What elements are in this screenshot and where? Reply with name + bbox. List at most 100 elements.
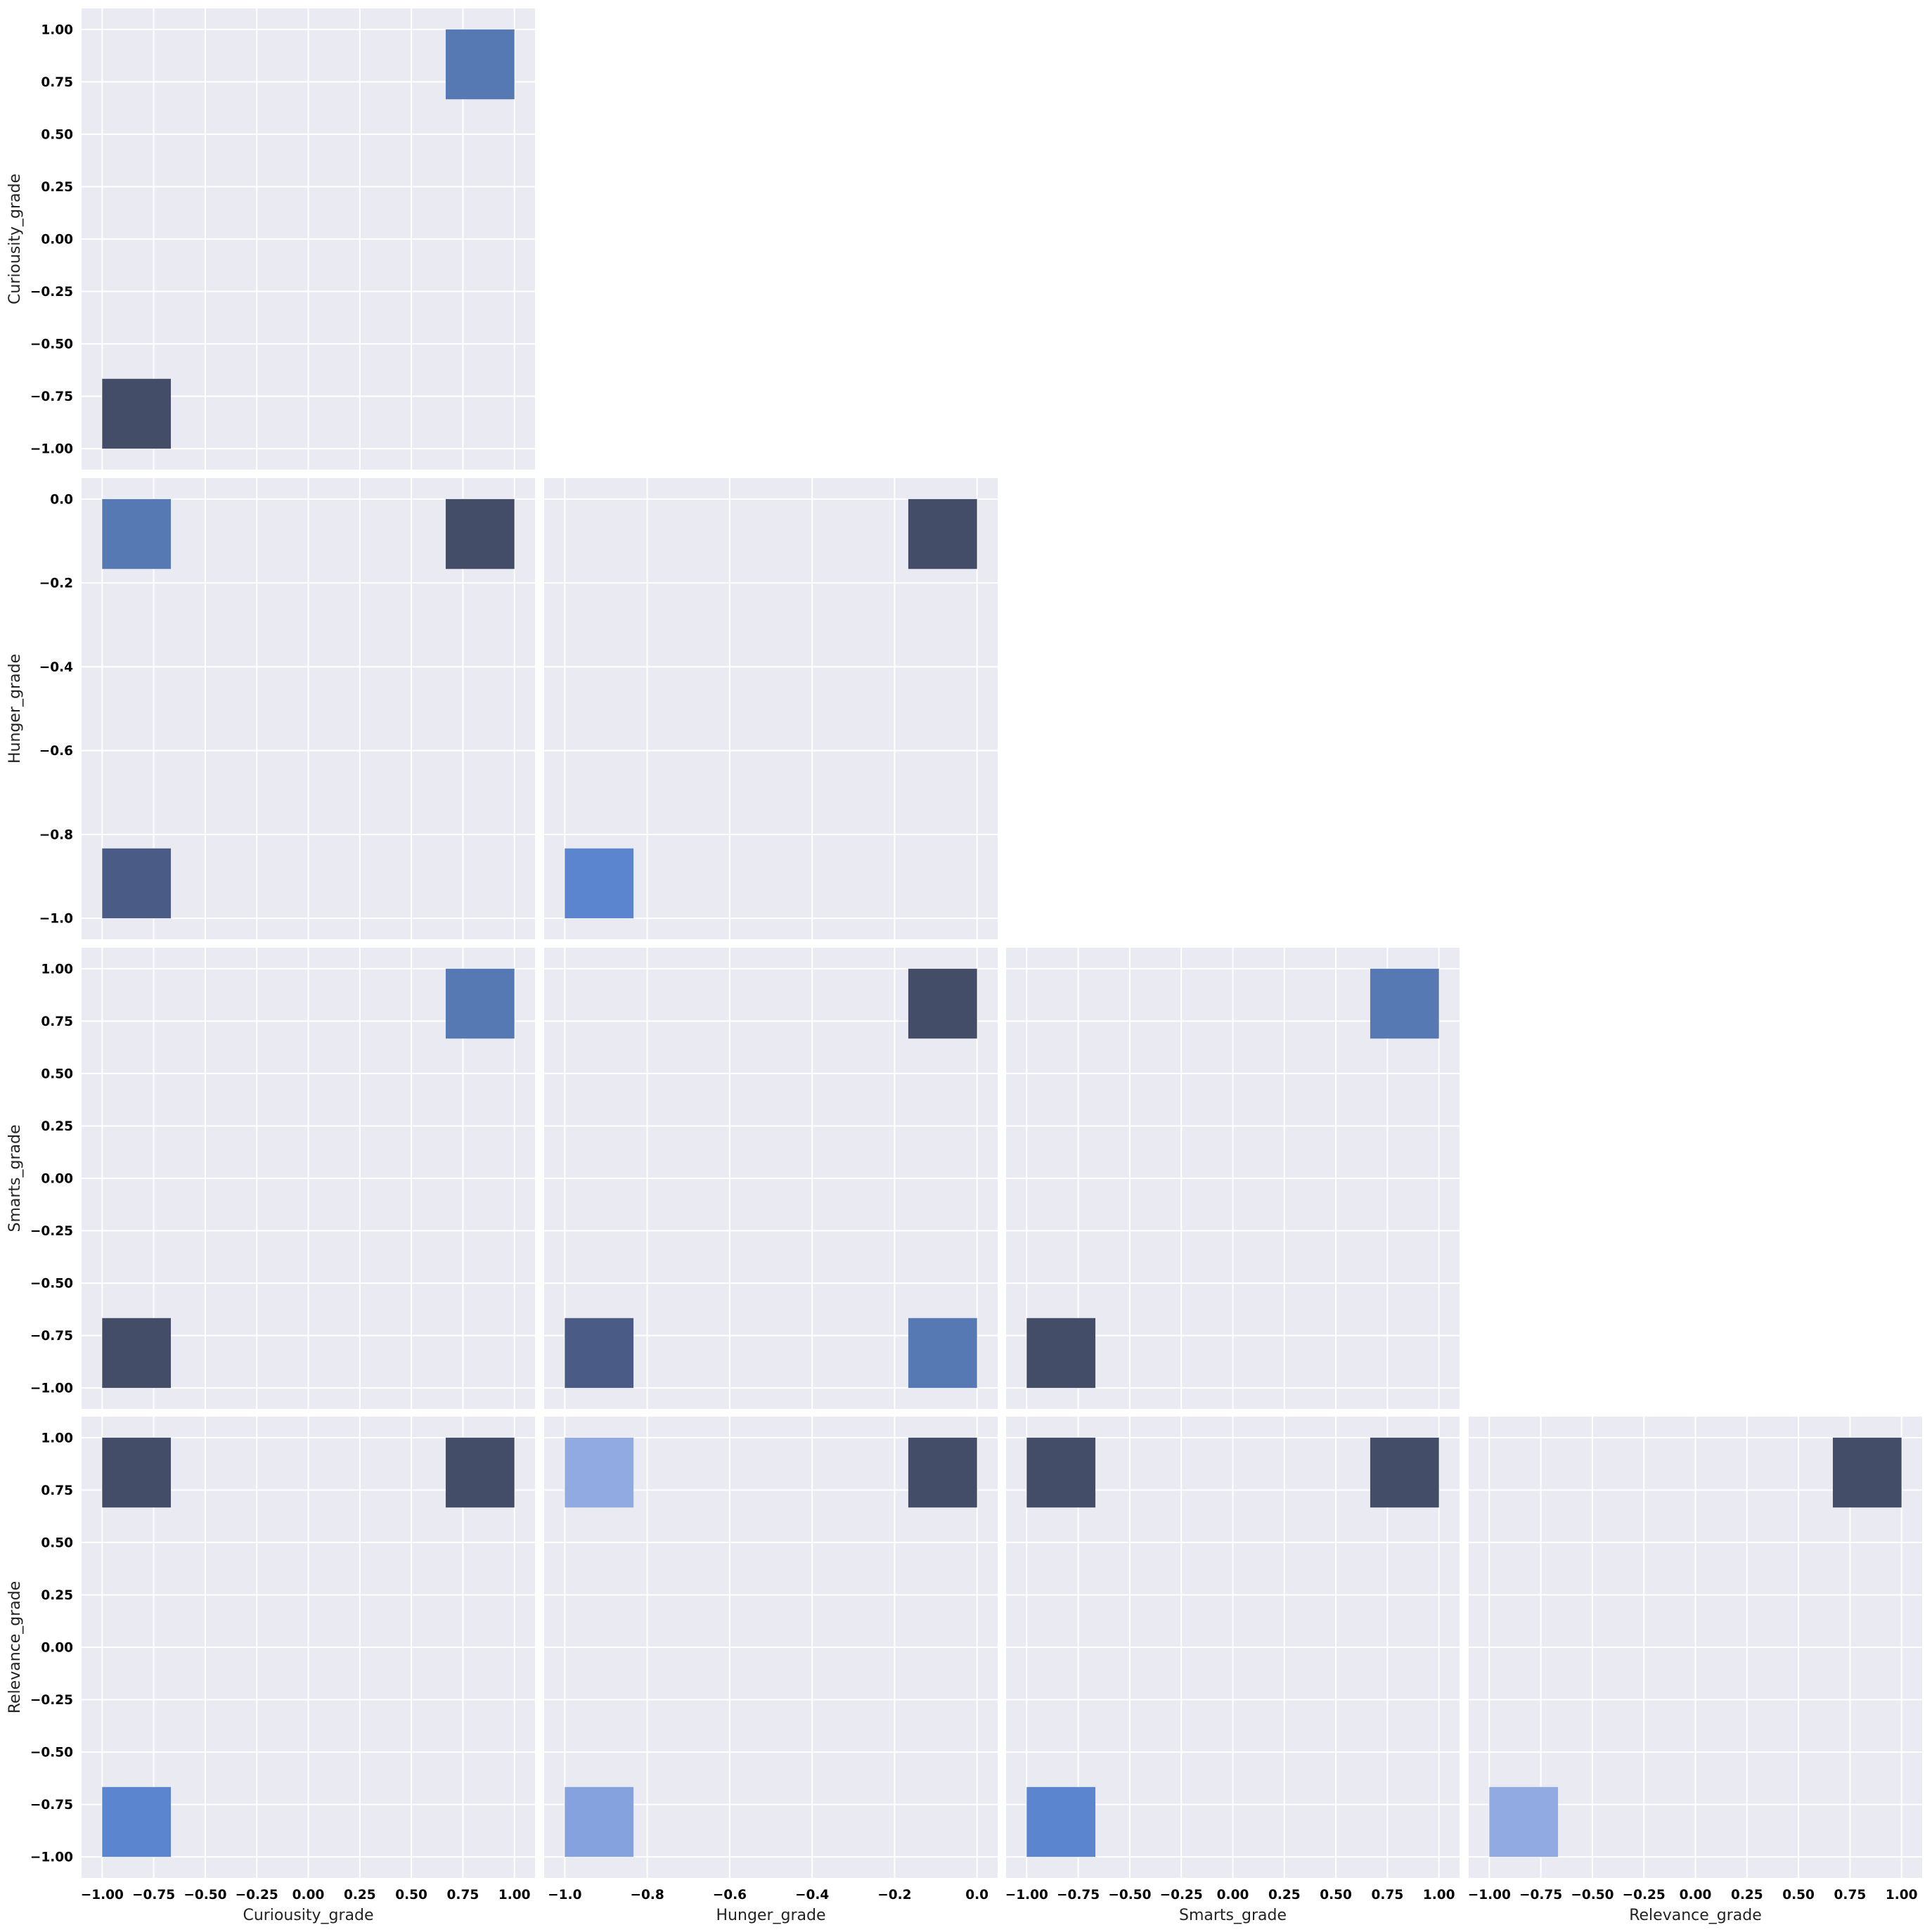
y-tick-label: 0.25 (41, 1119, 73, 1134)
y-tick-label: 1.00 (41, 962, 73, 977)
y-tick-label: 0.75 (41, 1015, 73, 1029)
x-tick-label: 0.0 (965, 1888, 988, 1902)
y-tick-label: 1.00 (41, 22, 73, 37)
y-tick-label: −1.0 (39, 912, 73, 927)
y-axis-label: Smarts_grade (6, 1124, 24, 1232)
x-tick-label: 0.50 (1782, 1888, 1815, 1902)
hist-cell (1832, 1437, 1902, 1508)
y-tick-label: −0.4 (39, 660, 73, 675)
y-tick-label: 0.00 (41, 233, 73, 247)
x-tick-label: −1.00 (1468, 1888, 1511, 1902)
x-tick-label: −0.2 (877, 1888, 911, 1902)
y-tick-label: 0.75 (41, 1483, 73, 1498)
x-tick-label: −1.00 (81, 1888, 124, 1902)
x-tick-label: 0.75 (1834, 1888, 1867, 1902)
y-tick-label: −0.25 (30, 1693, 73, 1708)
hist-cell (102, 378, 172, 449)
hist-cell (1026, 1786, 1096, 1857)
x-tick-label: 0.75 (1372, 1888, 1404, 1902)
panel-hunger-grade-vs-hunger-grade (544, 478, 998, 939)
hist-cell (102, 1318, 172, 1389)
x-tick-label: −0.75 (1057, 1888, 1100, 1902)
panel-smarts-grade-vs-hunger-grade (544, 948, 998, 1409)
y-tick-label: 0.25 (41, 180, 73, 195)
y-tick-label: −0.8 (39, 827, 73, 842)
y-tick-label: 0.50 (41, 1067, 73, 1081)
x-tick-label: 1.00 (1886, 1888, 1918, 1902)
y-tick-label: −0.50 (30, 337, 73, 352)
y-tick-label: 0.00 (41, 1172, 73, 1187)
hist-cell (1370, 1437, 1439, 1508)
panel-relevance-grade-vs-smarts-grade: −1.00 −0.75 −0.50 −0.25 0.00 0.25 0.50 0.75 1.00… (1005, 1417, 1460, 1924)
y-tick-label: −0.25 (30, 285, 73, 300)
x-tick-label: −0.25 (236, 1888, 278, 1902)
y-tick-label: −0.75 (30, 1798, 73, 1812)
panel-hunger-grade-vs-curiousity-grade: −1.0 −0.8 −0.6 −0.4 −0.2 0.0 Hunger_grade (6, 478, 535, 939)
hist-cell (445, 1437, 515, 1508)
x-tick-label: −1.0 (548, 1888, 581, 1902)
x-tick-label: 0.75 (447, 1888, 479, 1902)
panel-curiousity-grade-vs-curiousity-grade: −1.00 −0.75 −0.50 −0.25 0.00 0.25 0.50 0.75 1.00… (6, 8, 535, 470)
y-tick-label: −0.6 (39, 744, 73, 759)
y-axis-label: Hunger_grade (6, 654, 24, 764)
x-tick-label: 1.00 (498, 1888, 531, 1902)
y-tick-label: 0.50 (41, 1535, 73, 1550)
hist-cell (102, 1786, 172, 1857)
y-tick-label: 0.25 (41, 1588, 73, 1603)
hist-cell (908, 1318, 977, 1389)
x-tick-label: −0.6 (713, 1888, 747, 1902)
hist-cell (908, 968, 977, 1039)
hist-cell (1370, 968, 1439, 1039)
hist-cell (102, 498, 172, 569)
x-tick-label: −0.8 (630, 1888, 664, 1902)
x-tick-label: −0.75 (132, 1888, 175, 1902)
x-tick-label: 0.25 (1268, 1888, 1301, 1902)
x-tick-label: −0.50 (1571, 1888, 1614, 1902)
hist-cell (565, 1318, 634, 1389)
x-tick-label: 0.00 (292, 1888, 325, 1902)
panel-smarts-grade-vs-curiousity-grade: −1.00 −0.75 −0.50 −0.25 0.00 0.25 0.50 0.75 1.00… (6, 948, 535, 1409)
x-tick-label: 0.00 (1217, 1888, 1249, 1902)
x-tick-label: −0.4 (795, 1888, 829, 1902)
hist-cell (445, 498, 515, 569)
hist-cell (908, 1437, 977, 1508)
y-tick-label: −0.25 (30, 1224, 73, 1239)
y-tick-label: 0.0 (50, 492, 73, 507)
y-axis-label: Curiousity_grade (6, 174, 24, 304)
panel-relevance-grade-vs-relevance-grade: −1.00 −0.75 −0.50 −0.25 0.00 0.25 0.50 0.75 1.00… (1468, 1417, 1922, 1924)
x-tick-label: 1.00 (1423, 1888, 1455, 1902)
panel-relevance-grade-vs-hunger-grade: −1.0 −0.8 −0.6 −0.4 −0.2 0.0 Hunger_grade (544, 1417, 998, 1924)
hist-cell (908, 498, 977, 569)
x-axis-label: Hunger_grade (716, 1907, 826, 1924)
panel-smarts-grade-vs-smarts-grade (1006, 948, 1460, 1409)
x-tick-label: 0.00 (1680, 1888, 1712, 1902)
y-tick-label: −1.00 (30, 1382, 73, 1396)
x-axis-label: Smarts_grade (1179, 1907, 1287, 1924)
x-tick-label: 0.50 (1320, 1888, 1352, 1902)
x-tick-label: −1.00 (1005, 1888, 1048, 1902)
x-tick-label: 0.50 (395, 1888, 427, 1902)
hist-cell (565, 848, 634, 919)
x-tick-label: 0.25 (1731, 1888, 1763, 1902)
y-tick-label: −1.00 (30, 1850, 73, 1865)
y-tick-label: −0.50 (30, 1746, 73, 1760)
y-tick-label: −0.75 (30, 1329, 73, 1344)
y-tick-label: −0.75 (30, 389, 73, 404)
hist-cell (1489, 1786, 1559, 1857)
hist-cell (102, 848, 172, 919)
y-tick-label: 0.75 (41, 75, 73, 90)
x-tick-label: −0.50 (1108, 1888, 1151, 1902)
panel-relevance-grade-vs-curiousity-grade: −1.00 −0.75 −0.50 −0.25 0.00 0.25 0.50 0.75 1.00… (6, 1417, 535, 1924)
hist-cell (102, 1437, 172, 1508)
x-tick-label: −0.50 (183, 1888, 226, 1902)
hist-cell (565, 1437, 634, 1508)
y-axis-label: Relevance_grade (6, 1581, 24, 1714)
hist-cell (445, 29, 515, 100)
x-axis-label: Curiousity_grade (243, 1907, 373, 1924)
hist-cell (1026, 1437, 1096, 1508)
x-tick-label: −0.25 (1160, 1888, 1203, 1902)
hist-cell (445, 968, 515, 1039)
y-tick-label: 1.00 (41, 1431, 73, 1445)
y-tick-label: −0.2 (39, 577, 73, 591)
